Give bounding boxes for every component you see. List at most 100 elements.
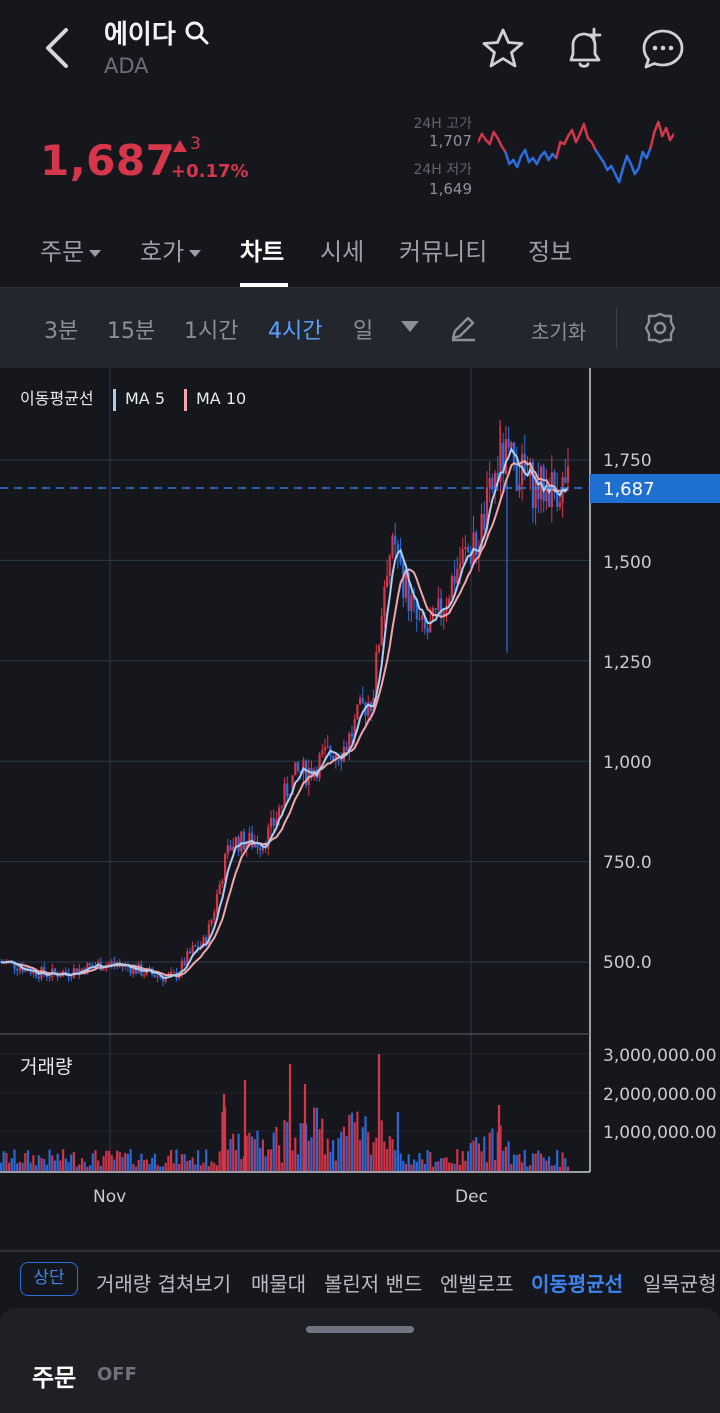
ma5-line — [0, 446, 569, 979]
volume-tick-label: 3,000,000.00 — [603, 1046, 717, 1066]
price-tick-label: 500.0 — [603, 953, 652, 973]
order-bottom-sheet[interactable] — [0, 1308, 720, 1413]
sparkline-segment — [602, 160, 609, 172]
order-panel-toggle-state[interactable]: OFF — [97, 1364, 137, 1385]
candle-body — [491, 477, 494, 490]
volume-bar — [418, 1152, 421, 1171]
volume-bar — [440, 1158, 443, 1171]
volume-bar — [523, 1149, 526, 1171]
volume-bar — [207, 1166, 210, 1171]
indicator-bollinger-bands[interactable]: 볼린저 밴드 — [324, 1272, 423, 1296]
candle-body — [415, 600, 418, 620]
low-24h-value: 1,649 — [429, 180, 472, 198]
indicator-envelope[interactable]: 엔벨로프 — [440, 1272, 514, 1296]
candle-body — [453, 576, 456, 584]
interval-3min[interactable]: 3분 — [44, 319, 79, 344]
interval-1hour[interactable]: 1시간 — [184, 319, 239, 344]
volume-bar — [188, 1159, 192, 1171]
volume-bar — [53, 1160, 57, 1171]
candle-body — [375, 652, 378, 699]
interval-15min[interactable]: 15분 — [107, 319, 156, 344]
star-icon[interactable] — [480, 26, 526, 72]
candle-body — [232, 846, 235, 851]
volume-bar — [153, 1153, 156, 1171]
volume-bar — [550, 1165, 553, 1171]
tab-orderbook[interactable]: 호가 — [140, 232, 202, 267]
volume-bar — [140, 1153, 143, 1171]
candle-body — [332, 756, 335, 761]
price-tick-label: 750.0 — [603, 853, 652, 873]
indicator-volume-profile[interactable]: 매물대 — [251, 1272, 307, 1296]
ticker-symbol: ADA — [104, 54, 149, 78]
candle-body — [261, 845, 264, 851]
candle-body — [318, 754, 321, 778]
legend-ma5: MA 5 — [125, 389, 165, 408]
volume-bar — [232, 1133, 235, 1171]
candle-body — [205, 937, 208, 945]
more-intervals-caret-icon[interactable] — [401, 321, 419, 332]
candle-body — [426, 628, 429, 633]
candle-body — [156, 976, 159, 978]
volume-bar — [529, 1165, 532, 1171]
volume-bar — [353, 1122, 356, 1171]
price-chart[interactable]: 1,687 이동평균선 MA 5 MA 10 거래량 1,750 1,500 1… — [0, 368, 720, 1250]
tab-order[interactable]: 주문 — [40, 232, 102, 267]
candle-body — [437, 598, 440, 611]
volume-bar — [45, 1164, 48, 1171]
candle-body — [213, 912, 216, 920]
tab-chart[interactable]: 차트 — [240, 238, 285, 266]
tab-info[interactable]: 정보 — [528, 238, 573, 266]
interval-day[interactable]: 일 — [353, 319, 374, 344]
candle-body — [215, 894, 219, 913]
gear-settings-icon[interactable] — [643, 311, 677, 345]
chat-bubble-icon[interactable] — [640, 26, 686, 72]
volume-bar — [515, 1154, 518, 1171]
volume-bar — [288, 1064, 292, 1171]
volume-bar — [323, 1154, 327, 1171]
sparkline-segment — [657, 120, 664, 138]
volume-bar — [404, 1164, 408, 1171]
volume-bar — [561, 1152, 564, 1171]
volume-bar — [167, 1155, 170, 1171]
candle-body — [450, 576, 453, 599]
volume-bar — [537, 1150, 540, 1171]
candle-body — [407, 572, 410, 611]
candle-body — [418, 619, 421, 621]
candle-body — [391, 535, 394, 556]
candle-body — [13, 961, 16, 969]
sheet-drag-handle[interactable] — [306, 1326, 414, 1333]
volume-bar — [213, 1163, 216, 1171]
volume-bar — [215, 1165, 219, 1171]
back-arrow-icon[interactable] — [38, 26, 78, 70]
candle-body — [434, 608, 437, 611]
add-alert-bell-icon[interactable] — [562, 26, 608, 72]
interval-4hour[interactable]: 4시간 — [268, 319, 323, 344]
tab-market-price[interactable]: 시세 — [320, 238, 365, 266]
volume-bar — [183, 1154, 186, 1171]
reset-button[interactable]: 초기화 — [531, 320, 587, 344]
indicator-ichimoku[interactable]: 일목균형 — [643, 1272, 717, 1296]
volume-bar — [18, 1161, 21, 1171]
candle-body — [456, 568, 459, 584]
price-change-value: 3 — [190, 134, 201, 154]
volume-bar — [99, 1165, 102, 1171]
search-icon[interactable] — [184, 20, 210, 46]
volume-bar — [477, 1143, 480, 1171]
volume-bar — [445, 1157, 448, 1171]
volume-bar — [391, 1139, 394, 1171]
volume-bar — [512, 1154, 516, 1171]
candle-body — [229, 845, 232, 851]
indicator-volume-overlay[interactable]: 거래량 겹쳐보기 — [96, 1272, 232, 1296]
volume-bar — [480, 1151, 483, 1171]
volume-bar — [283, 1119, 286, 1171]
volume-bar — [80, 1158, 84, 1171]
indicator-position-badge[interactable]: 상단 — [20, 1262, 78, 1296]
pencil-draw-icon[interactable] — [448, 313, 478, 343]
sparkline-segment — [523, 148, 531, 164]
indicator-moving-average[interactable]: 이동평균선 — [531, 1272, 623, 1296]
candle-body — [480, 513, 483, 552]
tab-community[interactable]: 커뮤니티 — [399, 238, 488, 266]
volume-bar — [321, 1118, 324, 1171]
candle-body — [283, 783, 286, 806]
volume-bar — [116, 1150, 119, 1171]
